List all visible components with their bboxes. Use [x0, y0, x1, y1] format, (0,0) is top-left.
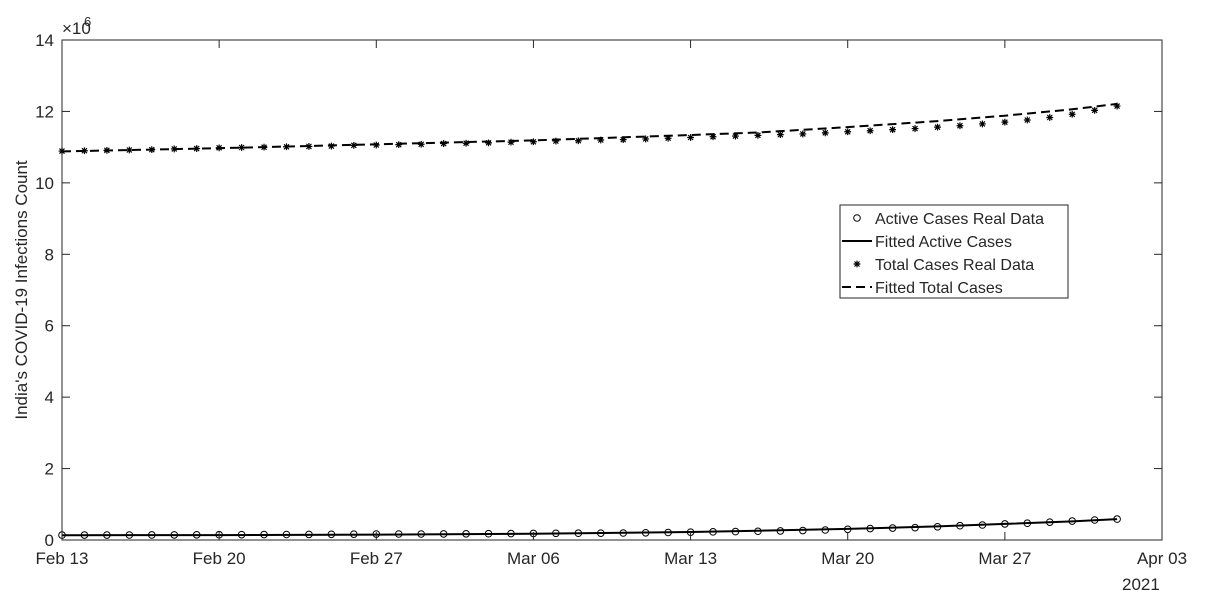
- y-tick-label: 4: [45, 388, 54, 407]
- x-tick-label: Mar 06: [507, 549, 560, 568]
- data-point-star: [238, 144, 245, 151]
- legend-item: Total Cases Real Data: [853, 257, 1034, 274]
- x-tick-label: Feb 13: [36, 549, 89, 568]
- series-1: [61, 518, 1118, 537]
- y-tick-label: 8: [45, 245, 54, 264]
- data-point-star: [911, 125, 919, 132]
- y-axis-scale-exponent: 6: [84, 14, 91, 29]
- data-point-star: [350, 141, 358, 149]
- data-point-star: [732, 132, 739, 140]
- data-point-star: [687, 134, 694, 141]
- x-tick-label: Feb 27: [350, 549, 403, 568]
- legend-item: Fitted Active Cases: [842, 234, 1012, 251]
- data-point-star: [552, 137, 560, 145]
- legend-marker-circle: [853, 214, 861, 222]
- data-point-star: [1023, 116, 1031, 124]
- data-point-star: [754, 131, 762, 139]
- data-point-star: [821, 129, 829, 137]
- legend-box: [839, 204, 1069, 299]
- data-point-star: [1046, 114, 1054, 121]
- data-point-star: [1091, 106, 1099, 114]
- series-line: [61, 518, 1118, 537]
- data-point-star: [979, 120, 986, 128]
- y-tick-label: 12: [35, 102, 54, 121]
- legend-item: Fitted Total Cases: [842, 280, 1003, 297]
- data-point-star: [956, 122, 964, 130]
- x-axis-ticks: Feb 13 Feb 20 Feb 27 Mar 06 Mar 13 Mar 20 Mar …: [36, 40, 1187, 568]
- series-3: [61, 102, 1118, 153]
- data-point-star: [417, 140, 425, 148]
- data-point-star: [664, 134, 672, 142]
- x-tick-label: Feb 20: [193, 549, 246, 568]
- y-tick-label: 10: [35, 174, 54, 193]
- data-point-star: [530, 138, 537, 146]
- y-tick-label: 2: [45, 460, 54, 479]
- y-tick-label: 14: [35, 31, 54, 50]
- x-tick-label: Mar 27: [978, 549, 1031, 568]
- legend-marker-star: [853, 260, 861, 268]
- data-point-star: [799, 130, 807, 138]
- y-axis-scale-base: ×10: [62, 19, 91, 38]
- data-point-star: [507, 138, 515, 146]
- x-tick-label: Apr 03: [1137, 549, 1187, 568]
- legend-label: Active Cases Real Data: [875, 211, 1044, 228]
- data-point-star: [125, 146, 133, 154]
- series-layer: [58, 102, 1121, 539]
- data-point-star: [642, 135, 650, 143]
- data-point-star: [619, 136, 627, 144]
- legend-label: Fitted Total Cases: [875, 280, 1003, 297]
- x-tick-label: Mar 13: [664, 549, 717, 568]
- y-tick-label: 6: [45, 317, 54, 336]
- data-point-star: [844, 128, 852, 136]
- data-point-star: [889, 126, 897, 134]
- data-point-star: [1068, 110, 1076, 118]
- y-axis-title: India's COVID-19 Infections Count: [12, 160, 31, 420]
- legend: Active Cases Real Data Fitted Active Case…: [839, 204, 1069, 299]
- data-point-star: [1001, 118, 1009, 126]
- data-point-star: [934, 123, 941, 131]
- legend-label: Fitted Active Cases: [875, 234, 1012, 251]
- data-point-star: [485, 139, 492, 147]
- x-tick-label: Mar 20: [821, 549, 874, 568]
- y-tick-label: 0: [45, 531, 54, 550]
- data-point-star: [597, 136, 605, 144]
- series-line: [61, 102, 1118, 153]
- x-axis-year-label: 2021: [1122, 575, 1160, 594]
- data-point-star: [1113, 102, 1121, 110]
- legend-label: Total Cases Real Data: [875, 257, 1034, 274]
- y-axis-ticks: 0 2 4 6 8 10 12 14: [35, 31, 1162, 550]
- data-point-star: [462, 139, 470, 147]
- data-point-star: [866, 127, 874, 135]
- legend-item: Active Cases Real Data: [853, 211, 1044, 228]
- data-point-star: [776, 131, 784, 139]
- data-point-star: [574, 137, 582, 145]
- data-point-star: [709, 133, 717, 141]
